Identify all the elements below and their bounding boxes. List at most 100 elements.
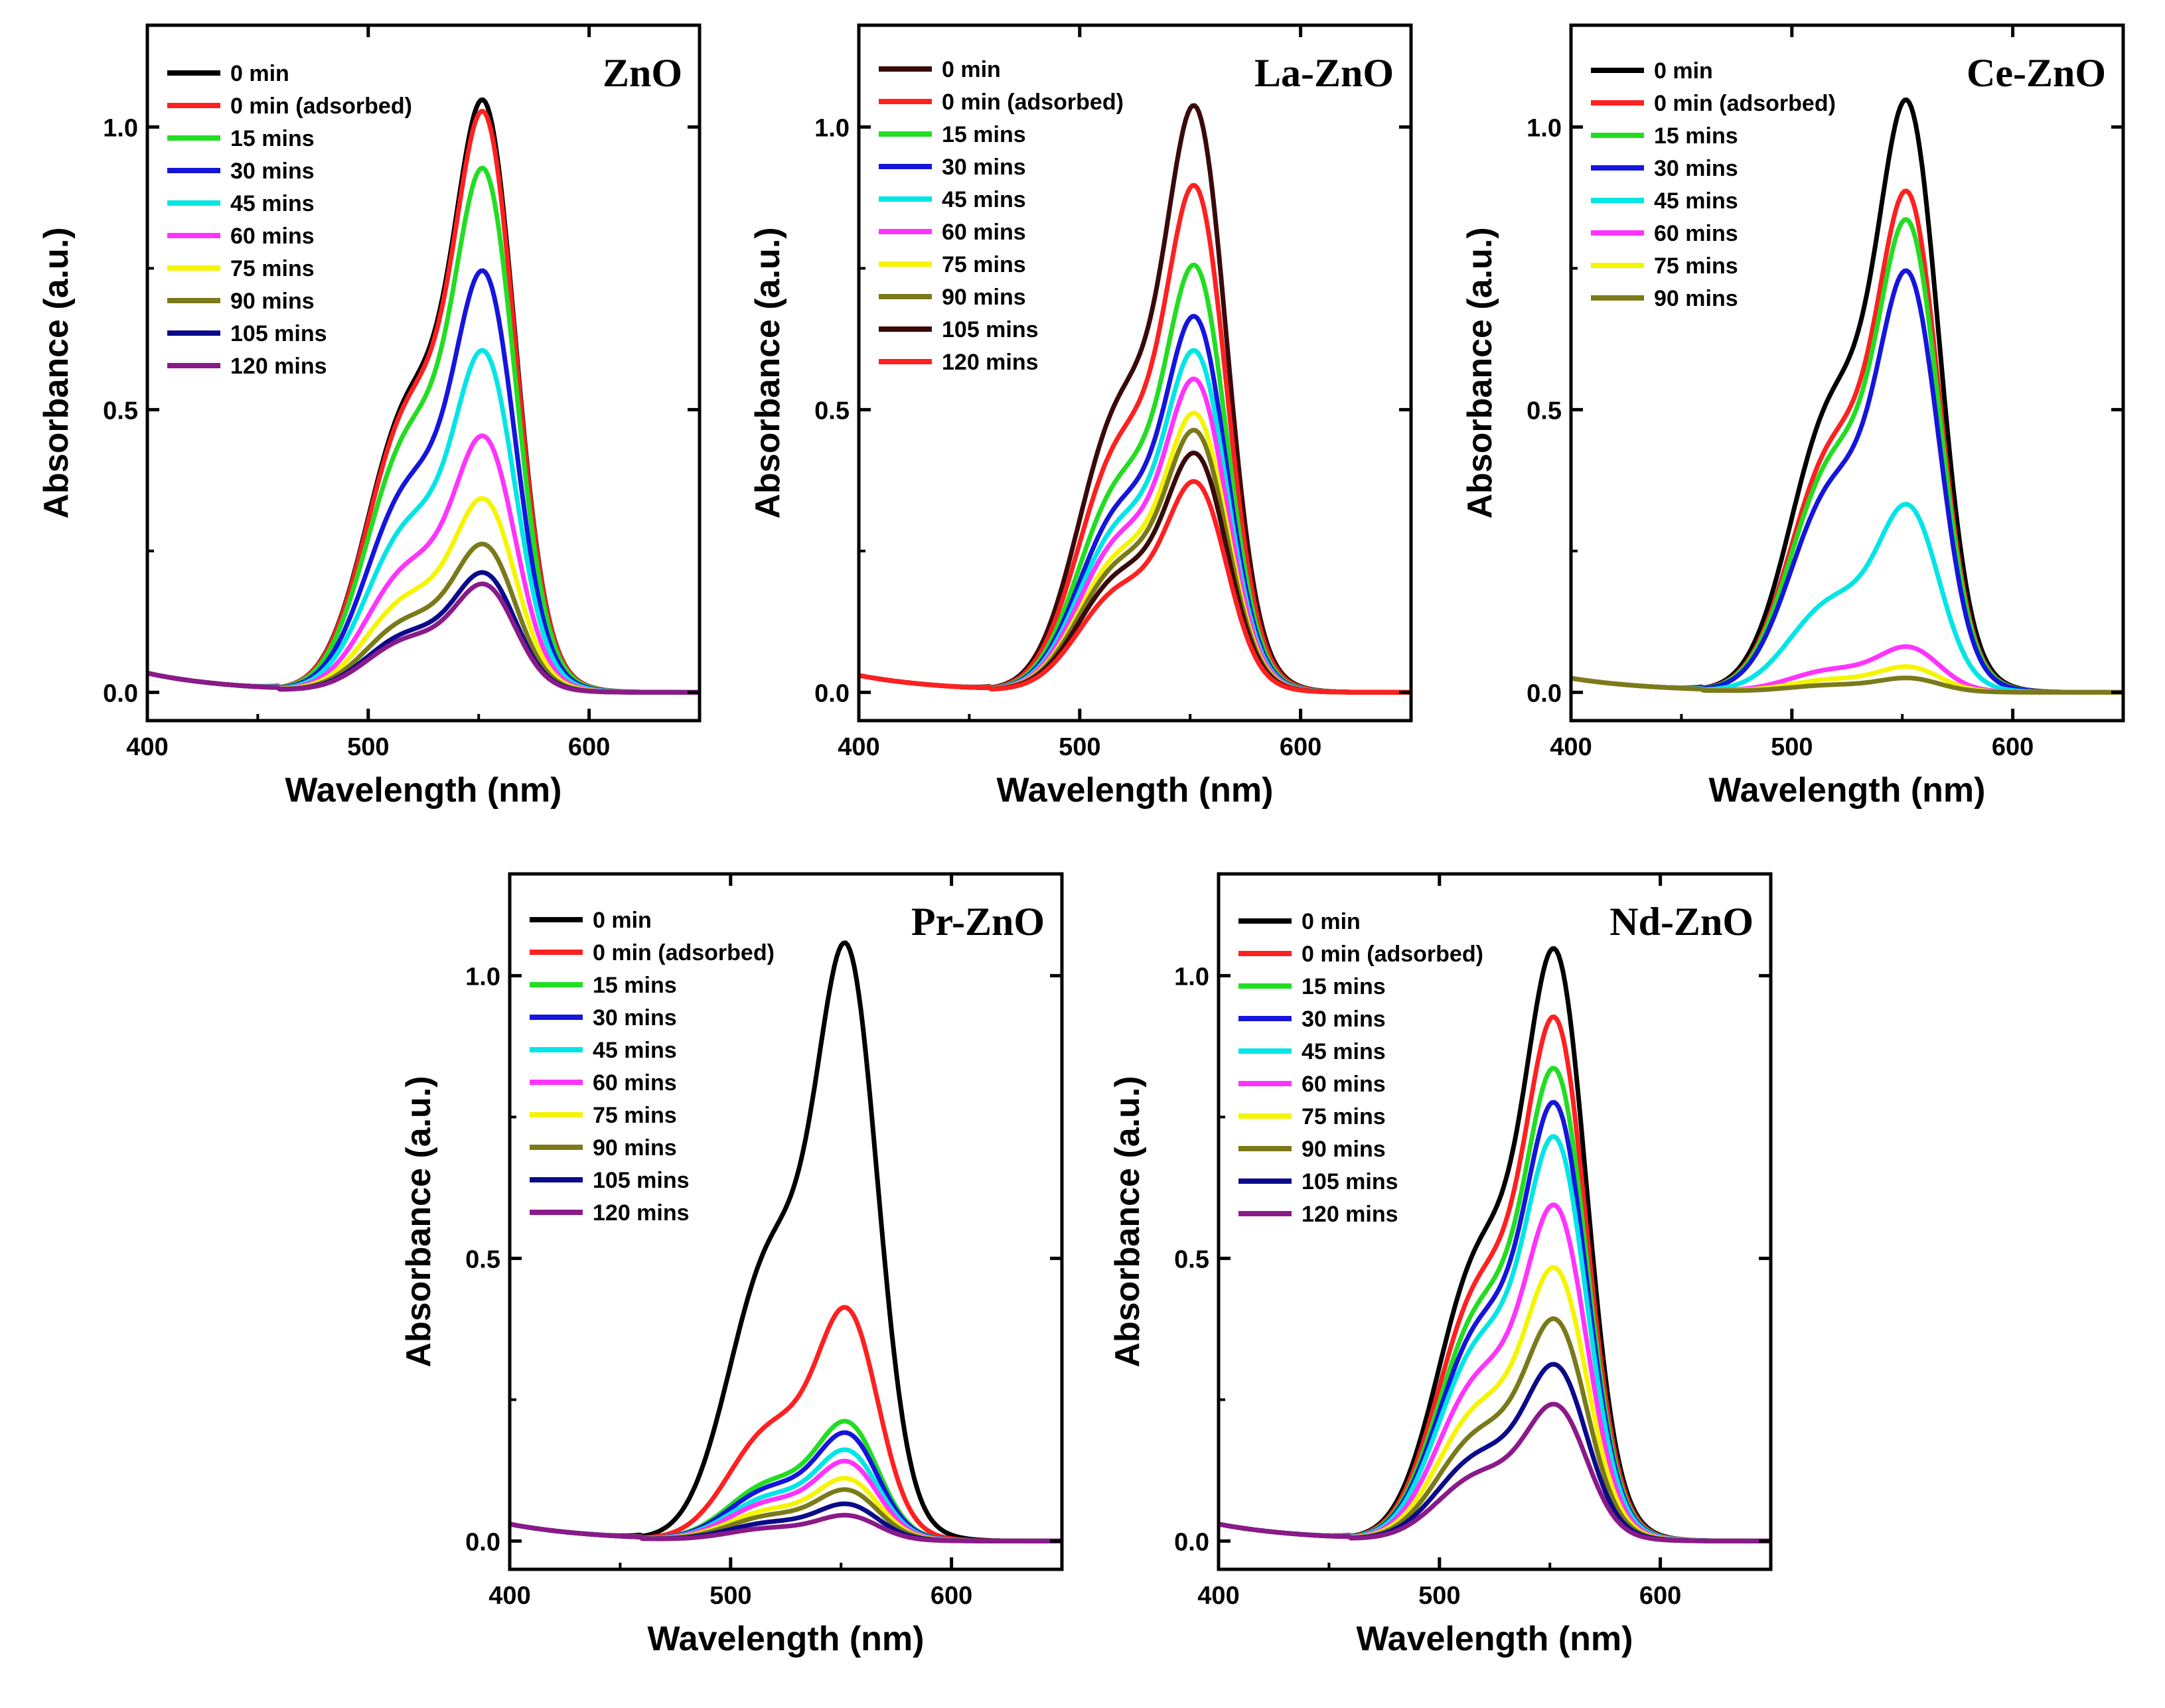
y-axis-label: Absorbance (a.u.): [1108, 1076, 1147, 1367]
y-tick-label: 0.5: [103, 397, 138, 425]
y-tick-label: 0.0: [814, 679, 850, 707]
y-tick-label: 0.5: [465, 1245, 500, 1273]
y-tick-label: 0.5: [1174, 1245, 1209, 1273]
legend-label-8: 90 mins: [942, 285, 1026, 310]
series-line-4: [1219, 1100, 1771, 1543]
plot-frame: [1217, 872, 1773, 1571]
series-line-10: [147, 581, 700, 695]
legend-label-4: 30 mins: [593, 1005, 677, 1031]
panel-title: Ce-ZnO: [1967, 51, 2106, 95]
legend-label-2: 0 min (adsorbed): [942, 90, 1124, 115]
x-tick-label: 400: [488, 1582, 530, 1610]
chart-panel-3: 400 500 600 0.0 0.5 1.0 Wavelength (nm) Absorba…: [1461, 23, 2125, 810]
legend-label-3: 15 mins: [942, 122, 1026, 147]
y-tick-label: 0.0: [103, 679, 138, 707]
x-axis-label: Wavelength (nm): [285, 771, 562, 810]
x-tick-label: 600: [931, 1582, 972, 1610]
legend-label-7: 75 mins: [593, 1103, 677, 1128]
legend-label-9: 105 mins: [1302, 1169, 1398, 1194]
legend-label-3: 15 mins: [1654, 123, 1738, 149]
legend: 0 min 0 min (adsorbed) 15 mins 30 mins 45 mi…: [1238, 909, 1483, 1227]
x-tick-label: 400: [1197, 1582, 1239, 1610]
legend-label-8: 90 mins: [1654, 286, 1738, 311]
legend-label-9: 105 mins: [593, 1168, 690, 1193]
legend-label-8: 90 mins: [1302, 1137, 1386, 1162]
series-lines: [1219, 946, 1771, 1543]
x-tick-label: 400: [838, 733, 879, 761]
legend-label-8: 90 mins: [593, 1135, 677, 1161]
x-tick-label: 400: [1550, 733, 1592, 761]
series-line-7: [1219, 1265, 1771, 1543]
x-tick-label: 500: [1771, 733, 1813, 761]
panel-title: ZnO: [603, 51, 682, 95]
legend-label-5: 45 mins: [1654, 188, 1738, 214]
plot-frame: [1569, 23, 2125, 723]
x-tick-label: 500: [1418, 1582, 1460, 1610]
x-axis-label: Wavelength (nm): [1709, 771, 1986, 810]
y-tick-label: 1.0: [1527, 114, 1562, 142]
legend-label-5: 45 mins: [593, 1038, 677, 1063]
series-line-1: [510, 940, 1062, 1543]
series-line-10: [859, 479, 1411, 695]
legend-label-9: 105 mins: [230, 321, 327, 346]
series-line-4: [1571, 268, 2123, 695]
x-tick-label: 400: [126, 733, 168, 761]
legend-label-9: 105 mins: [942, 317, 1039, 342]
y-tick-label: 0.0: [1527, 679, 1562, 707]
legend-label-5: 45 mins: [1302, 1039, 1386, 1064]
series-line-6: [147, 433, 700, 695]
series-line-10: [1219, 1401, 1771, 1543]
plot-frame: [145, 23, 702, 723]
y-tick-label: 1.0: [814, 114, 850, 142]
legend-label-1: 0 min: [593, 908, 652, 933]
y-axis-label: Absorbance (a.u.): [1461, 227, 1499, 518]
y-tick-label: 0.5: [814, 397, 850, 425]
plot-frame: [508, 872, 1064, 1571]
x-axis-label: Wavelength (nm): [1357, 1620, 1633, 1658]
legend-label-3: 15 mins: [1302, 974, 1386, 999]
x-tick-label: 500: [1059, 733, 1100, 761]
legend-label-1: 0 min: [1654, 58, 1713, 84]
legend-label-1: 0 min: [942, 57, 1001, 82]
legend-label-7: 75 mins: [1654, 253, 1738, 279]
legend-label-6: 60 mins: [1654, 221, 1738, 246]
legend-label-4: 30 mins: [1654, 156, 1738, 181]
legend-label-2: 0 min (adsorbed): [593, 940, 775, 965]
x-tick-label: 500: [347, 733, 389, 761]
series-line-5: [1219, 1134, 1771, 1543]
panel-title: La-ZnO: [1254, 51, 1394, 95]
chart-panel-2: 400 500 600 0.0 0.5 1.0 Wavelength (nm) Absorba…: [749, 23, 1413, 810]
legend-label-7: 75 mins: [942, 252, 1026, 277]
legend-label-4: 30 mins: [230, 159, 315, 184]
legend-label-4: 30 mins: [1302, 1007, 1386, 1032]
y-tick-label: 0.0: [1174, 1528, 1209, 1556]
legend-label-2: 0 min (adsorbed): [1302, 942, 1483, 967]
series-line-5: [1571, 502, 2123, 695]
x-tick-label: 600: [1280, 733, 1321, 761]
y-axis-label: Absorbance (a.u.): [37, 227, 76, 518]
series-lines: [147, 97, 700, 695]
legend-label-2: 0 min (adsorbed): [1654, 91, 1836, 116]
y-tick-label: 1.0: [103, 114, 138, 142]
legend-label-5: 45 mins: [942, 187, 1026, 212]
series-line-10: [510, 1512, 1062, 1543]
legend-label-3: 15 mins: [593, 973, 677, 998]
y-axis-label: Absorbance (a.u.): [400, 1076, 438, 1367]
series-lines: [510, 940, 1062, 1543]
series-lines: [859, 103, 1411, 695]
plot-frame: [857, 23, 1413, 723]
legend-label-1: 0 min: [1302, 909, 1361, 934]
legend-label-3: 15 mins: [230, 126, 315, 151]
legend: 0 min 0 min (adsorbed) 15 mins 30 mins 45 mi…: [1591, 58, 1836, 311]
x-tick-label: 600: [1639, 1582, 1681, 1610]
x-axis-label: Wavelength (nm): [648, 1620, 925, 1658]
series-line-8: [147, 541, 700, 695]
x-tick-label: 600: [568, 733, 610, 761]
legend-label-10: 120 mins: [593, 1200, 690, 1226]
legend-label-5: 45 mins: [230, 191, 315, 216]
chart-panel-4: 400 500 600 0.0 0.5 1.0 Wavelength (nm) Absorba…: [400, 872, 1064, 1658]
y-tick-label: 0.0: [465, 1528, 500, 1556]
series-line-6: [1219, 1202, 1771, 1543]
legend-label-1: 0 min: [230, 61, 289, 86]
